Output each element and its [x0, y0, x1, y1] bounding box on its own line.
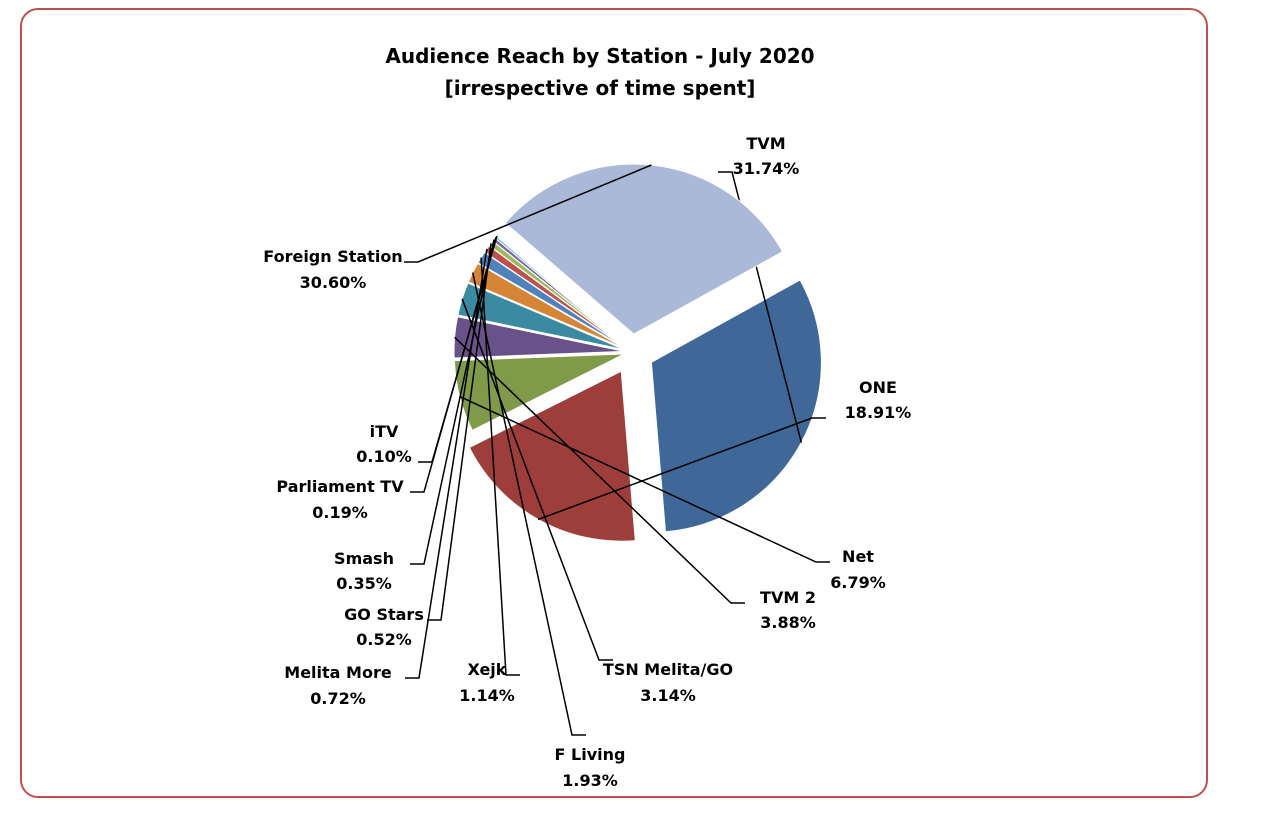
leader-line-melita-more [405, 248, 488, 679]
slice-value-tvm: 31.74% [733, 159, 800, 178]
slice-label-go-stars: GO Stars [344, 605, 424, 624]
slice-label-one: ONE [859, 378, 897, 397]
slice-label-f-living: F Living [555, 745, 626, 764]
pie-slice-tsn-melita-go [457, 282, 625, 351]
slice-value-tsn-melita-go: 3.14% [640, 686, 696, 705]
leader-line-tsn-melita-go [461, 298, 613, 661]
slice-label-melita-more: Melita More [284, 663, 392, 682]
slice-label-net: Net [842, 547, 874, 566]
slice-value-go-stars: 0.52% [356, 630, 412, 649]
slice-label-smash: Smash [334, 549, 394, 568]
chart-subtitle: [irrespective of time spent] [444, 76, 756, 100]
leader-line-go-stars [427, 243, 492, 621]
leader-line-net [459, 395, 830, 563]
slice-label-tvm: TVM [746, 134, 785, 153]
leader-line-smash [410, 239, 495, 565]
leader-line-xejk [480, 257, 520, 676]
slice-value-tvm-2: 3.88% [760, 613, 816, 632]
slice-label-foreign-station: Foreign Station [263, 247, 402, 266]
slice-label-xejk: Xejk [468, 660, 507, 679]
chart-title: Audience Reach by Station - July 2020 [385, 44, 815, 68]
leader-line-tvm [718, 171, 803, 443]
slice-value-xejk: 1.14% [459, 686, 515, 705]
slice-value-smash: 0.35% [336, 574, 392, 593]
leader-line-tvm-2 [454, 336, 745, 604]
slice-value-one: 18.91% [845, 403, 912, 422]
leader-line-foreign-station [404, 164, 652, 263]
slice-label-itv: iTV [370, 422, 399, 441]
slice-label-tsn-melita-go: TSN Melita/GO [603, 660, 733, 679]
slice-value-melita-more: 0.72% [310, 689, 366, 708]
slice-value-f-living: 1.93% [562, 771, 618, 790]
leader-line-itv [418, 235, 498, 463]
slice-value-itv: 0.10% [356, 447, 412, 466]
leader-line-one [537, 417, 826, 521]
leader-line-f-living [471, 272, 586, 736]
slice-value-net: 6.79% [830, 573, 886, 592]
pie-slice-tvm [650, 279, 822, 533]
slice-label-tvm-2: TVM 2 [760, 588, 816, 607]
slice-value-parliament-tv: 0.19% [312, 503, 368, 522]
slice-label-parliament-tv: Parliament TV [276, 477, 404, 496]
slice-value-foreign-station: 30.60% [300, 273, 367, 292]
